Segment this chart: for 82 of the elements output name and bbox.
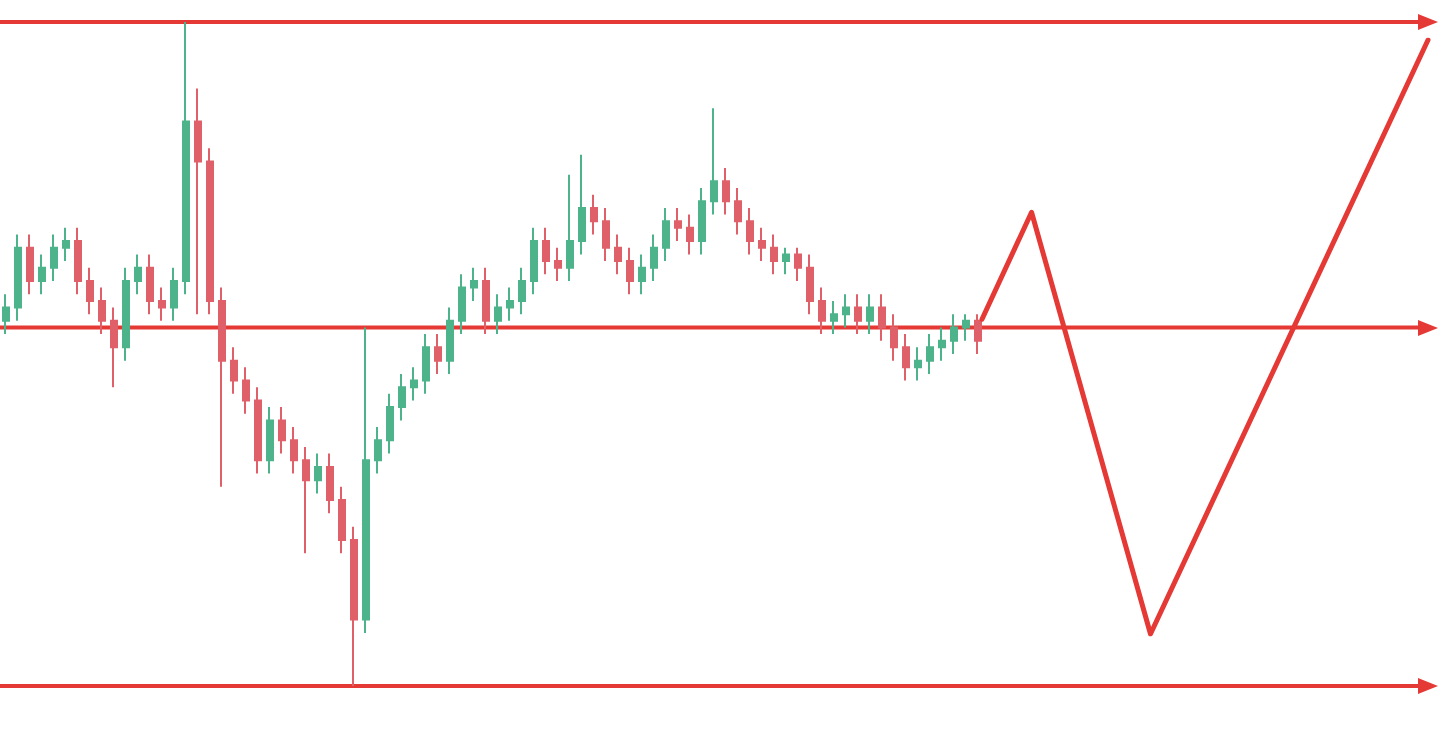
candlestick <box>974 313 982 355</box>
candlestick <box>218 286 226 488</box>
candlestick <box>254 386 262 475</box>
candlestick <box>698 187 706 256</box>
candlestick <box>758 226 766 263</box>
candlestick <box>290 426 298 475</box>
candlestick <box>746 206 754 256</box>
candlestick <box>578 153 586 256</box>
candlestick <box>506 286 514 322</box>
candlestick <box>350 525 358 687</box>
candlestick <box>62 226 70 263</box>
candlestick <box>170 266 178 322</box>
candlestick <box>386 392 394 455</box>
candlestick <box>326 452 334 515</box>
candlestick <box>854 293 862 336</box>
candlestick <box>266 406 274 475</box>
candlestick <box>338 485 346 555</box>
candlestick <box>314 452 322 495</box>
candlestick <box>722 167 730 216</box>
candlestick <box>38 253 46 296</box>
candlestick <box>710 107 718 216</box>
candlestick <box>206 147 214 316</box>
candlestick <box>914 346 922 382</box>
candlestick <box>638 253 646 296</box>
candlestick <box>614 233 622 276</box>
candlestick <box>734 187 742 236</box>
candlestick <box>122 266 130 362</box>
candlestick <box>542 226 550 276</box>
candlestick <box>890 313 898 362</box>
candlestick <box>494 293 502 336</box>
candlestick <box>14 233 22 322</box>
candlestick <box>86 266 94 316</box>
candlestick <box>626 246 634 296</box>
candlestick <box>590 193 598 236</box>
candlestick <box>302 445 310 555</box>
candlestick <box>2 293 10 336</box>
candlestick <box>446 306 454 375</box>
candlestick <box>554 246 562 282</box>
candlestick <box>194 87 202 316</box>
candlestick <box>602 206 610 263</box>
candlestick <box>938 326 946 362</box>
candlestick <box>674 206 682 243</box>
candlestick <box>662 206 670 263</box>
candlestick <box>242 366 250 415</box>
candlestick <box>50 233 58 282</box>
candlestick <box>158 286 166 322</box>
candlestick <box>230 346 238 395</box>
candlestick <box>842 293 850 329</box>
candlestick <box>410 366 418 402</box>
candlestick <box>926 333 934 375</box>
candlestick <box>110 306 118 389</box>
candlestick <box>830 299 838 336</box>
candlestick <box>650 233 658 282</box>
candlestick <box>134 253 142 296</box>
candlestick <box>794 246 802 282</box>
candlestick <box>782 246 790 276</box>
candlestick <box>470 266 478 302</box>
candlestick <box>374 426 382 475</box>
candlestick <box>878 293 886 342</box>
candlestick <box>398 372 406 422</box>
candlestick <box>962 313 970 342</box>
candlestick <box>566 173 574 282</box>
candlestick <box>278 406 286 455</box>
candlestick <box>434 333 442 375</box>
candlestick <box>482 266 490 336</box>
candlestick <box>26 233 34 296</box>
candlestick <box>422 333 430 395</box>
candlestick <box>146 253 154 316</box>
candlestick <box>98 286 106 336</box>
candlestick <box>902 333 910 382</box>
candlestick <box>530 226 538 296</box>
candlestick <box>458 273 466 336</box>
candlestick <box>818 286 826 336</box>
candlestick <box>950 313 958 355</box>
candlestick <box>74 226 82 296</box>
candlestick <box>518 266 526 316</box>
candlestick <box>182 21 190 296</box>
candlestick <box>770 233 778 276</box>
candlestick <box>866 293 874 336</box>
candlestick <box>686 213 694 256</box>
candlestick <box>806 253 814 316</box>
candlestick <box>362 326 370 634</box>
